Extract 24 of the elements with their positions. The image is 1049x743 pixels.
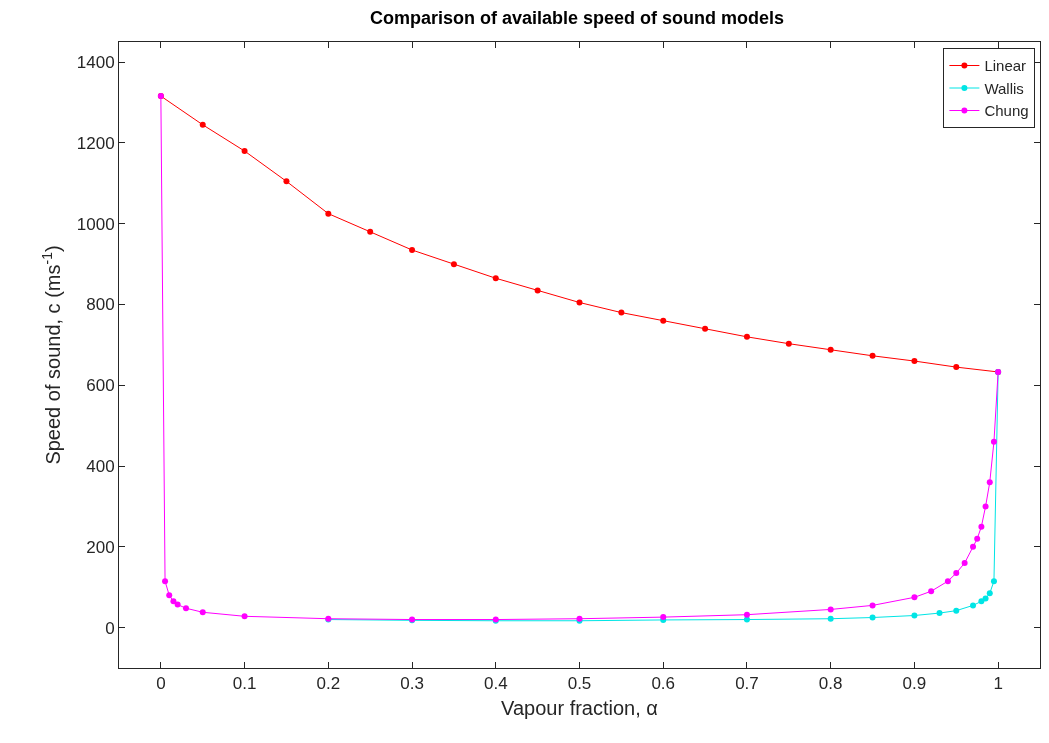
x-tick-label: 0.2 [316,674,341,694]
x-tick-label: 0.4 [483,674,508,694]
y-tick-label: 400 [86,457,115,477]
x-tick-label: 0.8 [818,674,843,694]
x-tick-label: 0.7 [735,674,759,694]
y-tick-label: 600 [86,376,115,396]
x-tick-label: 0.1 [232,674,257,694]
y-tick-label: 1200 [76,133,115,153]
x-axis-title: Vapour fraction, α [501,696,658,719]
x-tick-label: 0.9 [902,674,927,694]
x-tick-label: 0.3 [400,674,424,694]
x-tick-label: 1 [993,674,1003,694]
legend-label: Wallis [984,79,1024,97]
y-tick-label: 800 [86,295,115,315]
x-tick-label: 0.6 [651,674,676,694]
y-tick-label: 0 [105,618,115,638]
y-tick-label: 1400 [76,53,115,73]
chart-title: Comparison of available speed of sound models [369,7,784,28]
y-tick-label: 1000 [76,214,115,234]
legend-label: Chung [984,102,1029,120]
y-tick-label: 200 [86,537,115,557]
x-tick-label: 0 [156,674,166,694]
x-tick-label: 0.5 [567,674,592,694]
legend-label: Linear [984,57,1027,75]
